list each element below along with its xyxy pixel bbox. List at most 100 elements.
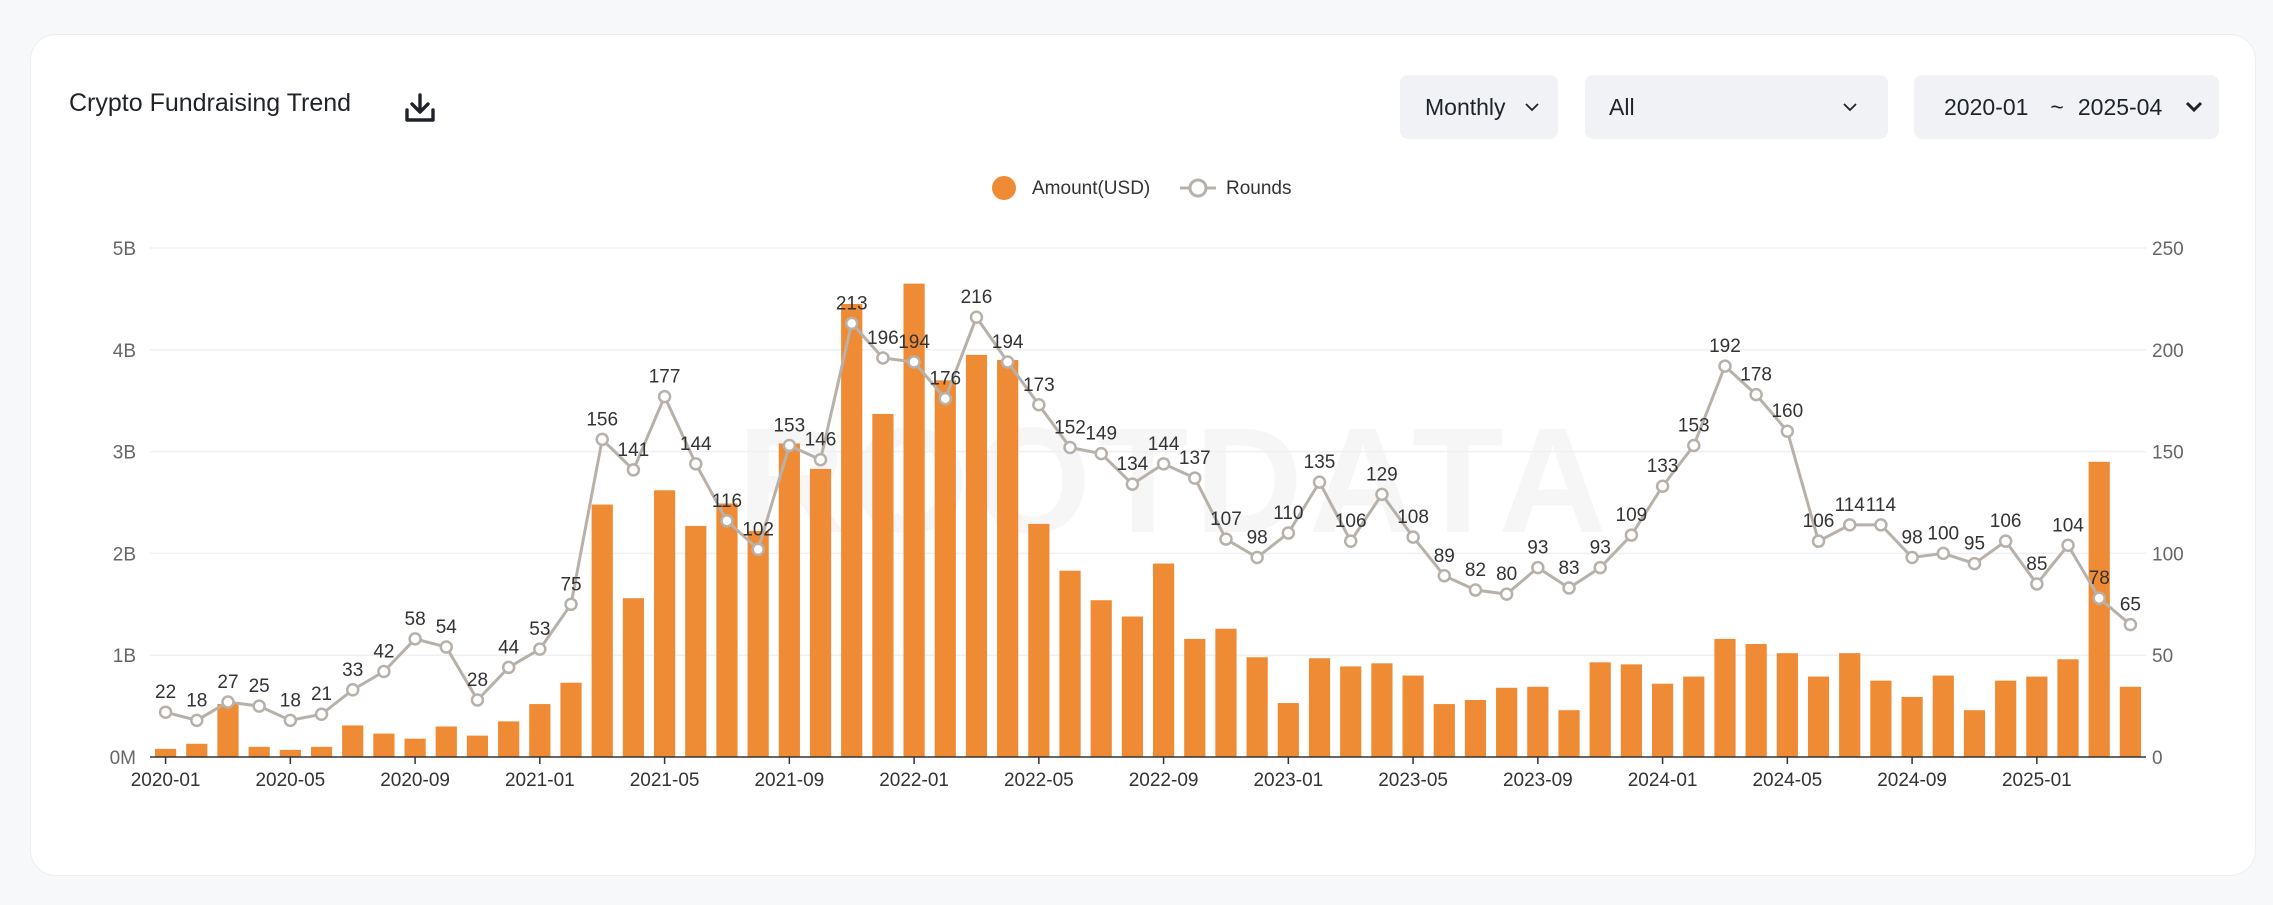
- rounds-point: [1343, 534, 1358, 548]
- data-label: 85: [2026, 554, 2047, 575]
- data-label: 196: [867, 328, 899, 349]
- data-label: 144: [1148, 434, 1180, 455]
- range-start[interactable]: 2020-01: [1944, 93, 2029, 120]
- bar: [1870, 680, 1892, 757]
- x-tick-label: 2021-05: [630, 770, 700, 791]
- data-label: 53: [529, 619, 550, 640]
- bar: [1371, 663, 1393, 757]
- bar: [1433, 704, 1455, 757]
- rounds-point: [626, 463, 641, 477]
- data-label: 107: [1210, 509, 1242, 530]
- rounds-point: [1125, 477, 1140, 491]
- rounds-point: [533, 642, 547, 656]
- bar: [529, 704, 551, 757]
- data-label: 108: [1397, 507, 1429, 528]
- bar: [1527, 686, 1549, 757]
- rounds-point: [1032, 398, 1046, 412]
- x-tick-label: 2024-09: [1877, 770, 1947, 791]
- bar: [1464, 699, 1487, 757]
- x-tick-label: 2020-05: [255, 770, 325, 791]
- rounds-point: [595, 432, 609, 447]
- bar: [1090, 600, 1112, 757]
- bar: [1651, 683, 1674, 757]
- rounds-point: [1842, 518, 1857, 532]
- y-left-tick-label: 5B: [113, 239, 136, 260]
- data-label: 216: [961, 287, 993, 308]
- data-label: 27: [217, 672, 238, 693]
- bar: [903, 283, 925, 757]
- download-icon[interactable]: [403, 91, 437, 125]
- bar: [217, 704, 239, 757]
- rounds-point: [657, 389, 672, 404]
- bar: [435, 726, 457, 757]
- bar: [1215, 628, 1237, 757]
- data-label: 28: [467, 670, 488, 691]
- data-label: 194: [898, 332, 930, 353]
- rounds-point: [1780, 424, 1795, 438]
- category-select[interactable]: All: [1585, 75, 1888, 139]
- y-right-tick-label: 150: [2152, 443, 2184, 464]
- bar: [1402, 675, 1424, 757]
- data-label: 106: [1335, 511, 1367, 532]
- y-left-tick-label: 2B: [113, 544, 136, 565]
- bar: [716, 503, 738, 757]
- rounds-point: [1905, 550, 1919, 565]
- data-label: 106: [1803, 511, 1835, 532]
- rounds-point: [2092, 591, 2106, 605]
- data-label: 116: [712, 491, 742, 512]
- bar: [404, 738, 426, 757]
- period-select[interactable]: Monthly: [1400, 75, 1558, 139]
- rounds-point: [1312, 475, 1327, 489]
- rounds-point: [1437, 569, 1452, 583]
- bar: [1807, 676, 1830, 757]
- chart-title: Crypto Fundraising Trend: [69, 89, 352, 117]
- bar: [778, 443, 800, 757]
- y-left-tick-label: 3B: [113, 443, 136, 464]
- bar: [653, 490, 676, 757]
- bar: [622, 598, 645, 757]
- rounds-point: [252, 699, 266, 713]
- data-label: 93: [1527, 538, 1548, 559]
- y-left-tick-label: 1B: [113, 646, 136, 667]
- rounds-point: [1749, 387, 1763, 402]
- rounds-point: [1094, 446, 1108, 461]
- bar: [1683, 676, 1705, 757]
- rounds-point: [1219, 532, 1233, 546]
- x-tick-label: 2023-01: [1253, 770, 1323, 791]
- bar: [1620, 664, 1643, 757]
- range-end[interactable]: 2025-04: [2077, 93, 2163, 120]
- data-label: 75: [560, 574, 581, 595]
- data-label: 192: [1709, 336, 1741, 357]
- y-right-tick-label: 0: [2152, 748, 2163, 769]
- rounds-point: [1468, 583, 1483, 597]
- rounds-point: [221, 695, 235, 709]
- data-label: 178: [1740, 365, 1772, 386]
- data-label: 89: [1434, 546, 1455, 567]
- date-range-picker[interactable]: 2020-01 ~ 2025-04: [1914, 75, 2219, 139]
- bar: [310, 746, 333, 757]
- x-tick-label: 2023-05: [1378, 770, 1448, 791]
- rounds-point: [2123, 617, 2138, 632]
- y-left-tick-label: 0M: [110, 748, 136, 769]
- bar: [1152, 563, 1175, 757]
- bar: [2026, 676, 2048, 757]
- data-label: 58: [405, 609, 426, 630]
- data-label: 83: [1558, 558, 1579, 579]
- rounds-point: [1874, 518, 1888, 532]
- rounds-point: [408, 632, 422, 646]
- bar: [373, 733, 395, 757]
- bar: [591, 504, 613, 757]
- bar: [342, 725, 364, 757]
- rounds-point: [1593, 560, 1607, 575]
- bar: [1496, 687, 1518, 757]
- x-tick-label: 2024-01: [1628, 770, 1698, 791]
- rounds-point: [1811, 534, 1826, 548]
- rounds-point: [190, 713, 204, 728]
- rounds-point: [470, 693, 485, 707]
- data-label: 156: [586, 409, 618, 430]
- rounds-point: [314, 707, 329, 721]
- data-label: 22: [155, 682, 176, 703]
- rounds-point: [2061, 538, 2075, 553]
- bar: [1901, 696, 1923, 757]
